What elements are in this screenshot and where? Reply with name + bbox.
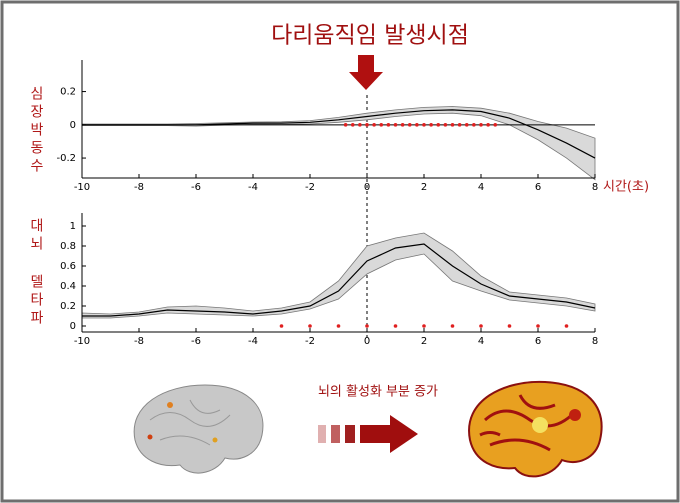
y-axis-label: 대뇌 델타파 <box>28 218 44 328</box>
marker <box>336 324 341 328</box>
marker <box>308 324 312 328</box>
x-tick-label: 8 <box>592 182 598 193</box>
marker <box>422 123 426 127</box>
marker <box>472 123 476 127</box>
marker <box>443 123 448 127</box>
arrow-head <box>360 415 418 453</box>
x-tick-label: -2 <box>305 182 315 193</box>
y-tick-label: 0 <box>70 321 76 332</box>
data-line <box>82 243 596 317</box>
x-tick-label: -10 <box>74 336 90 347</box>
x-tick-label: -4 <box>248 182 258 193</box>
arrow-bar <box>331 425 340 443</box>
gradient-arrow <box>318 415 418 453</box>
brain-spot <box>167 402 173 408</box>
brain-spot <box>212 437 218 443</box>
brain-folds <box>479 394 577 452</box>
marker <box>365 123 369 127</box>
marker <box>486 123 490 127</box>
marker <box>457 123 462 127</box>
x-tick-label: -2 <box>305 336 315 347</box>
y-axis-label: 심장박동수 <box>28 86 44 176</box>
brain-spot <box>532 417 548 433</box>
error-band <box>81 232 596 319</box>
y-tick-label: 0.2 <box>60 301 76 312</box>
y-tick-label: 1 <box>70 221 76 232</box>
marker <box>415 123 419 127</box>
marker <box>358 123 362 127</box>
marker <box>393 123 398 127</box>
arrow-bar <box>345 425 355 443</box>
marker <box>407 123 412 127</box>
y-tick-label: 0.6 <box>60 261 76 272</box>
brain-folds <box>149 399 231 446</box>
marker <box>536 324 540 328</box>
x-tick-label: 4 <box>478 336 484 347</box>
event-arrow <box>349 55 383 90</box>
x-tick-label: 6 <box>535 182 541 193</box>
event-title: 다리움직임 발생시점 <box>271 23 469 49</box>
marker <box>422 324 426 328</box>
y-tick-label: -0.2 <box>56 153 76 164</box>
marker <box>400 123 405 127</box>
y-tick-label: 0.2 <box>60 87 76 98</box>
marker <box>372 123 376 127</box>
x-tick-label: -6 <box>191 182 201 193</box>
marker <box>429 123 433 127</box>
marker <box>450 324 455 328</box>
brain-spot <box>147 434 153 440</box>
marker <box>343 123 348 127</box>
x-tick-label: 2 <box>421 336 427 347</box>
marker <box>365 324 369 328</box>
x-tick-label: 8 <box>592 336 598 347</box>
marker <box>464 123 469 127</box>
marker <box>393 324 398 328</box>
x-tick-label: -6 <box>191 336 201 347</box>
marker <box>379 123 384 127</box>
marker <box>279 324 284 328</box>
x-tick-label: 4 <box>478 182 484 193</box>
brain-shape <box>133 384 264 474</box>
x-tick-label: 0 <box>364 182 370 193</box>
marker <box>479 123 483 127</box>
y-tick-label: 0 <box>70 120 76 131</box>
brain-after <box>468 380 603 478</box>
marker <box>436 123 441 127</box>
x-axis-label: 시간(초) <box>603 180 649 195</box>
y-tick-label: 0.4 <box>60 281 76 292</box>
x-tick-label: -10 <box>74 182 90 193</box>
x-tick-label: -4 <box>248 336 258 347</box>
brain-annotation: 뇌의 활성화 부분 증가 <box>318 385 438 400</box>
y-tick-label: 0.8 <box>60 241 76 252</box>
x-tick-label: -8 <box>134 182 144 193</box>
brain-spot <box>569 409 581 421</box>
marker <box>450 123 455 127</box>
marker <box>386 123 391 127</box>
marker <box>493 123 498 127</box>
marker <box>350 123 355 127</box>
x-tick-label: 6 <box>535 336 541 347</box>
x-tick-label: 0 <box>364 336 370 347</box>
x-tick-label: -8 <box>134 336 144 347</box>
brain-before <box>133 384 264 474</box>
arrow-bar <box>318 425 326 443</box>
marker <box>564 324 569 328</box>
marker <box>507 324 512 328</box>
data-line <box>82 109 596 159</box>
x-tick-label: 2 <box>421 182 427 193</box>
marker <box>479 324 483 328</box>
